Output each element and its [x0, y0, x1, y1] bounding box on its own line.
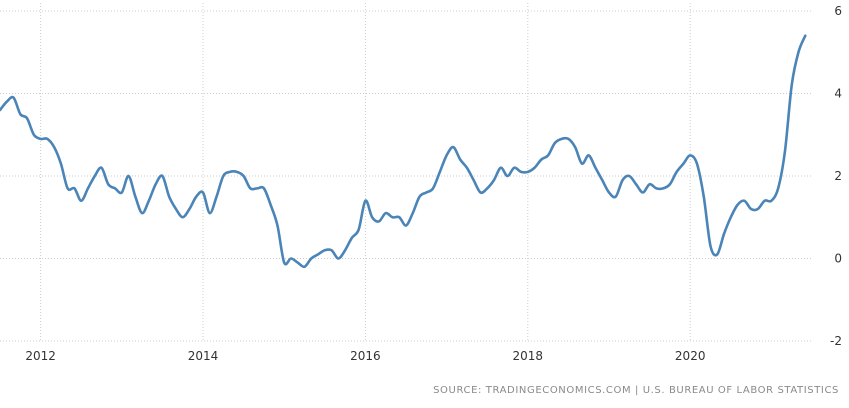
y-axis-ticks: 6 4 2 0 -2 — [830, 4, 842, 348]
x-tick-label: 2020 — [675, 349, 706, 363]
source-note: SOURCE: TRADINGECONOMICS.COM | U.S. BURE… — [433, 385, 839, 396]
y-tick-label: -2 — [830, 334, 842, 348]
grid — [0, 3, 812, 342]
x-tick-label: 2014 — [188, 349, 219, 363]
x-axis-ticks: 2012 2014 2016 2018 2020 — [25, 349, 705, 363]
series-line — [0, 34, 807, 269]
y-tick-label: 4 — [834, 87, 842, 101]
y-tick-label: 2 — [834, 169, 842, 183]
series-line-group — [0, 34, 807, 269]
x-tick-label: 2012 — [25, 349, 56, 363]
y-tick-label: 0 — [834, 252, 842, 266]
x-tick-label: 2018 — [513, 349, 544, 363]
y-tick-label: 6 — [834, 4, 842, 18]
x-tick-label: 2016 — [350, 349, 381, 363]
